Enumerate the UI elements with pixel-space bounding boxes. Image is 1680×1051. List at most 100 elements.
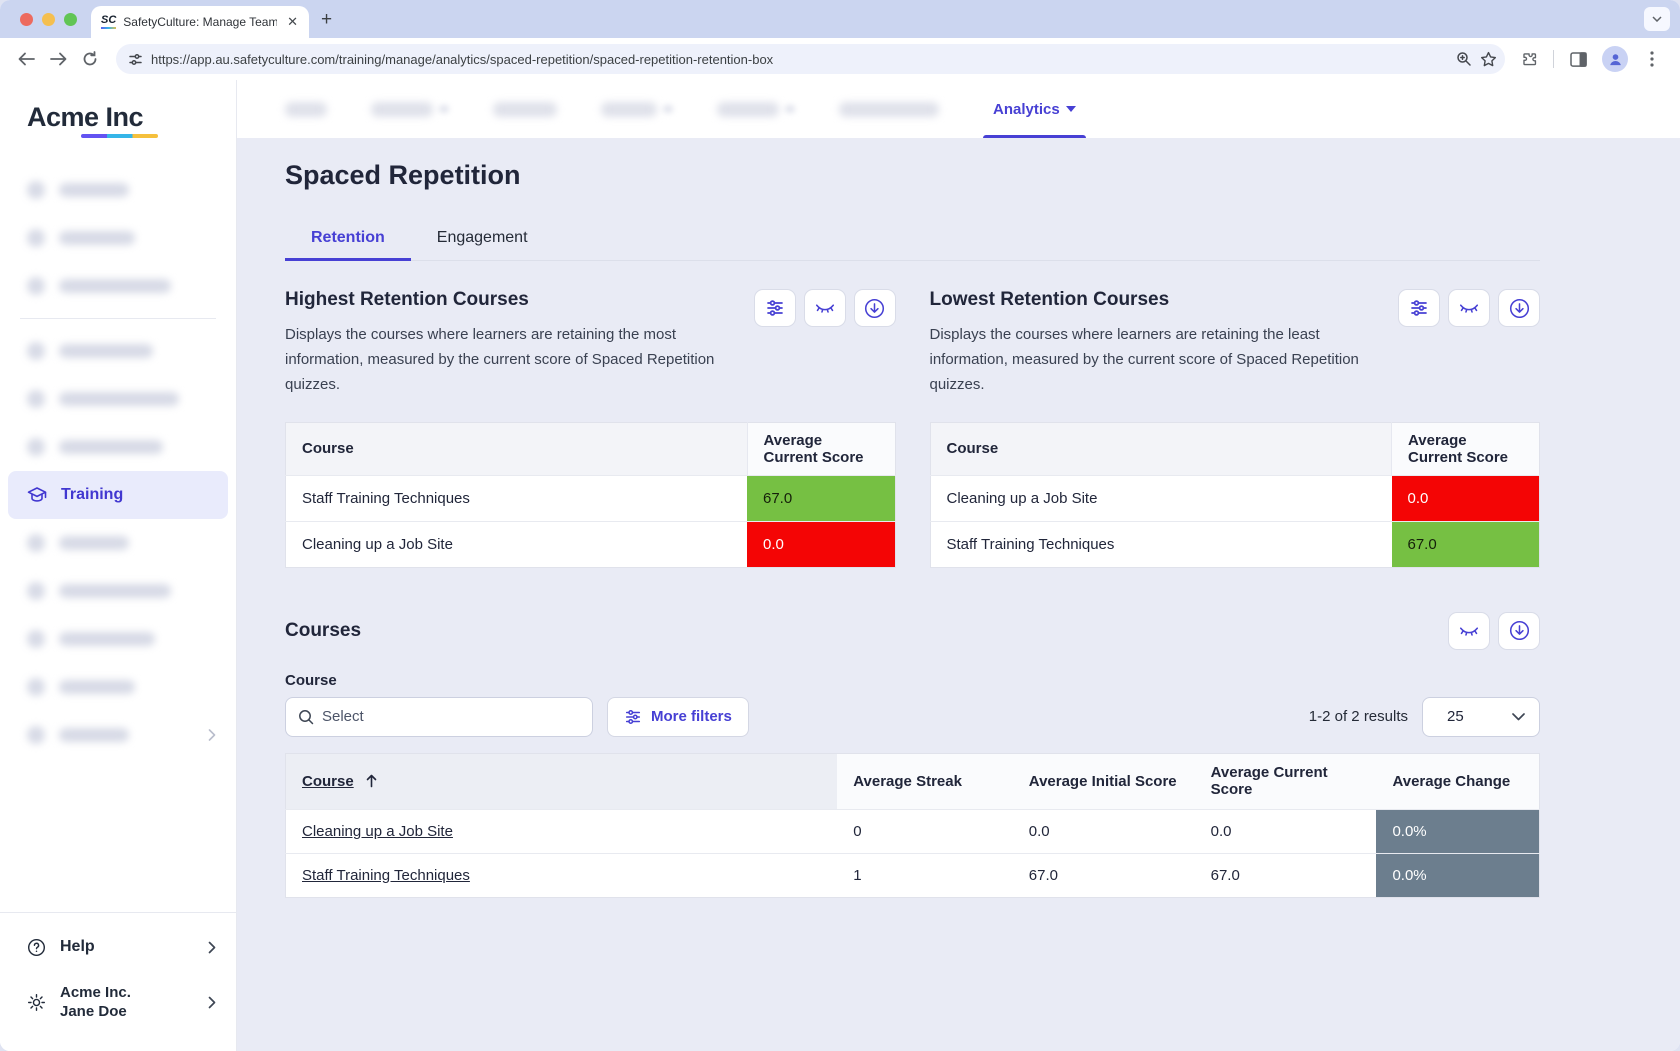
site-settings-icon[interactable] bbox=[128, 52, 143, 67]
nav-item-redacted[interactable] bbox=[285, 101, 327, 117]
help-item[interactable]: Help bbox=[8, 923, 228, 971]
change-cell: 0.0% bbox=[1376, 852, 1540, 898]
initial-score-cell: 67.0 bbox=[1012, 852, 1195, 898]
new-tab-button[interactable]: + bbox=[321, 9, 333, 30]
redacted-label bbox=[59, 679, 135, 694]
maximize-window-button[interactable] bbox=[64, 12, 77, 26]
bookmark-star-icon[interactable] bbox=[1480, 51, 1497, 68]
courses-section: Courses Course bbox=[285, 611, 1540, 898]
page-title: Spaced Repetition bbox=[285, 160, 521, 190]
sidebar-item-label: Training bbox=[61, 485, 124, 503]
change-cell: 0.0% bbox=[1376, 808, 1540, 854]
card-filter-button[interactable] bbox=[1398, 289, 1440, 327]
column-course-sort[interactable]: Course bbox=[285, 753, 838, 810]
redacted-icon bbox=[27, 533, 45, 552]
window-traffic-lights[interactable] bbox=[0, 0, 91, 38]
sidebar-item-redacted[interactable] bbox=[8, 375, 228, 423]
sliders-icon bbox=[766, 300, 783, 316]
browser-tabstrip: SC SafetyCulture: Manage Teams and... ✕ … bbox=[0, 0, 1680, 38]
nav-item-analytics[interactable]: Analytics bbox=[983, 80, 1086, 138]
chevron-down-icon bbox=[1652, 16, 1662, 22]
account-item[interactable]: Acme Inc. Jane Doe bbox=[8, 971, 228, 1033]
redacted-label bbox=[59, 631, 155, 646]
sidebar-item-redacted[interactable] bbox=[8, 663, 228, 711]
tab-retention[interactable]: Retention bbox=[285, 217, 411, 261]
redacted-label bbox=[59, 439, 163, 454]
nav-item-redacted[interactable] bbox=[601, 101, 673, 117]
card-hide-button[interactable] bbox=[803, 289, 846, 327]
sidebar-item-redacted[interactable] bbox=[8, 711, 228, 759]
side-panel-icon[interactable] bbox=[1564, 45, 1592, 73]
profile-avatar[interactable] bbox=[1602, 46, 1628, 72]
redacted-icon bbox=[27, 228, 45, 247]
table-header-row: Course Average Streak Average Initial Sc… bbox=[285, 753, 1540, 810]
course-filter-label: Course bbox=[285, 671, 337, 689]
card-download-button[interactable] bbox=[1498, 289, 1540, 327]
lowest-retention-table: Course Average Current Score Cleaning up… bbox=[929, 421, 1540, 568]
browser-tab[interactable]: SC SafetyCulture: Manage Teams and... ✕ bbox=[91, 6, 309, 38]
back-button[interactable] bbox=[12, 45, 40, 73]
table-header-row: Course Average Current Score bbox=[930, 422, 1540, 476]
course-cell: Cleaning up a Job Site bbox=[930, 474, 1392, 522]
sidebar-item-training[interactable]: Training bbox=[8, 470, 228, 519]
sidebar-item-redacted[interactable] bbox=[8, 423, 228, 471]
card-hide-button[interactable] bbox=[1448, 289, 1490, 327]
current-score-cell: 0.0 bbox=[1194, 808, 1377, 854]
table-row: Staff Training Techniques 67.0 bbox=[930, 520, 1540, 568]
zoom-page-icon[interactable] bbox=[1456, 51, 1472, 67]
card-title: Lowest Retention Courses bbox=[929, 289, 1170, 310]
redacted-caret bbox=[785, 105, 795, 113]
card-filter-button[interactable] bbox=[753, 289, 796, 327]
redacted-caret bbox=[663, 105, 673, 113]
column-average-current-score: Average Current Score bbox=[1391, 422, 1540, 476]
tab-close-icon[interactable]: ✕ bbox=[287, 14, 298, 29]
column-average-current-score: Average Current Score bbox=[1194, 753, 1377, 810]
more-filters-button[interactable]: More filters bbox=[607, 696, 749, 737]
card-download-button[interactable] bbox=[853, 289, 896, 327]
courses-hide-button[interactable] bbox=[1448, 611, 1490, 650]
redacted-icon bbox=[27, 581, 45, 600]
redacted-icon bbox=[27, 725, 45, 744]
table-row: Staff Training Techniques 67.0 bbox=[285, 474, 895, 522]
browser-menu-icon[interactable] bbox=[1638, 45, 1666, 73]
sidebar-item-redacted[interactable] bbox=[8, 262, 228, 310]
nav-item-redacted[interactable] bbox=[371, 101, 449, 117]
url-bar[interactable]: https://app.au.safetyculture.com/trainin… bbox=[116, 44, 1505, 74]
nav-item-redacted[interactable] bbox=[493, 101, 557, 117]
tab-engagement[interactable]: Engagement bbox=[436, 228, 528, 246]
forward-button[interactable] bbox=[44, 45, 72, 73]
minimize-window-button[interactable] bbox=[42, 12, 55, 26]
course-link[interactable]: Staff Training Techniques bbox=[302, 866, 470, 884]
courses-table: Course Average Streak Average Initial Sc… bbox=[285, 752, 1540, 898]
sidebar-item-redacted[interactable] bbox=[8, 214, 228, 262]
sidebar-divider bbox=[20, 317, 216, 319]
sidebar-item-redacted[interactable] bbox=[8, 519, 228, 567]
close-window-button[interactable] bbox=[20, 12, 33, 26]
column-average-streak: Average Streak bbox=[837, 753, 1013, 810]
top-navigation: Analytics bbox=[237, 80, 1680, 138]
tab-search-button[interactable] bbox=[1644, 7, 1670, 31]
course-select-input[interactable] bbox=[322, 708, 580, 726]
sidebar-item-redacted[interactable] bbox=[8, 567, 228, 615]
page-size-select[interactable]: 25 bbox=[1422, 696, 1540, 737]
courses-download-button[interactable] bbox=[1498, 611, 1540, 650]
page-tabs: Retention Engagement bbox=[285, 217, 1540, 261]
table-row: Staff Training Techniques 1 67.0 67.0 0.… bbox=[285, 852, 1540, 898]
table-row: Cleaning up a Job Site 0.0 bbox=[930, 474, 1540, 522]
course-link[interactable]: Cleaning up a Job Site bbox=[302, 822, 453, 840]
nav-item-redacted[interactable] bbox=[717, 101, 795, 117]
redacted-caret bbox=[439, 105, 449, 113]
reload-button[interactable] bbox=[76, 45, 104, 73]
sidebar-item-redacted[interactable] bbox=[8, 327, 228, 375]
extensions-icon[interactable] bbox=[1515, 45, 1543, 73]
sidebar-item-redacted[interactable] bbox=[8, 615, 228, 663]
filter-row: More filters 1-2 of 2 results 25 bbox=[285, 696, 1540, 737]
course-cell: Staff Training Techniques bbox=[285, 474, 747, 522]
redacted-label bbox=[59, 727, 129, 742]
sidebar-item-redacted[interactable] bbox=[8, 166, 228, 214]
redacted-label bbox=[59, 182, 129, 197]
course-select[interactable] bbox=[285, 696, 593, 737]
url-text[interactable]: https://app.au.safetyculture.com/trainin… bbox=[151, 51, 774, 67]
nav-item-redacted[interactable] bbox=[839, 101, 939, 117]
analytics-label: Analytics bbox=[993, 100, 1060, 118]
